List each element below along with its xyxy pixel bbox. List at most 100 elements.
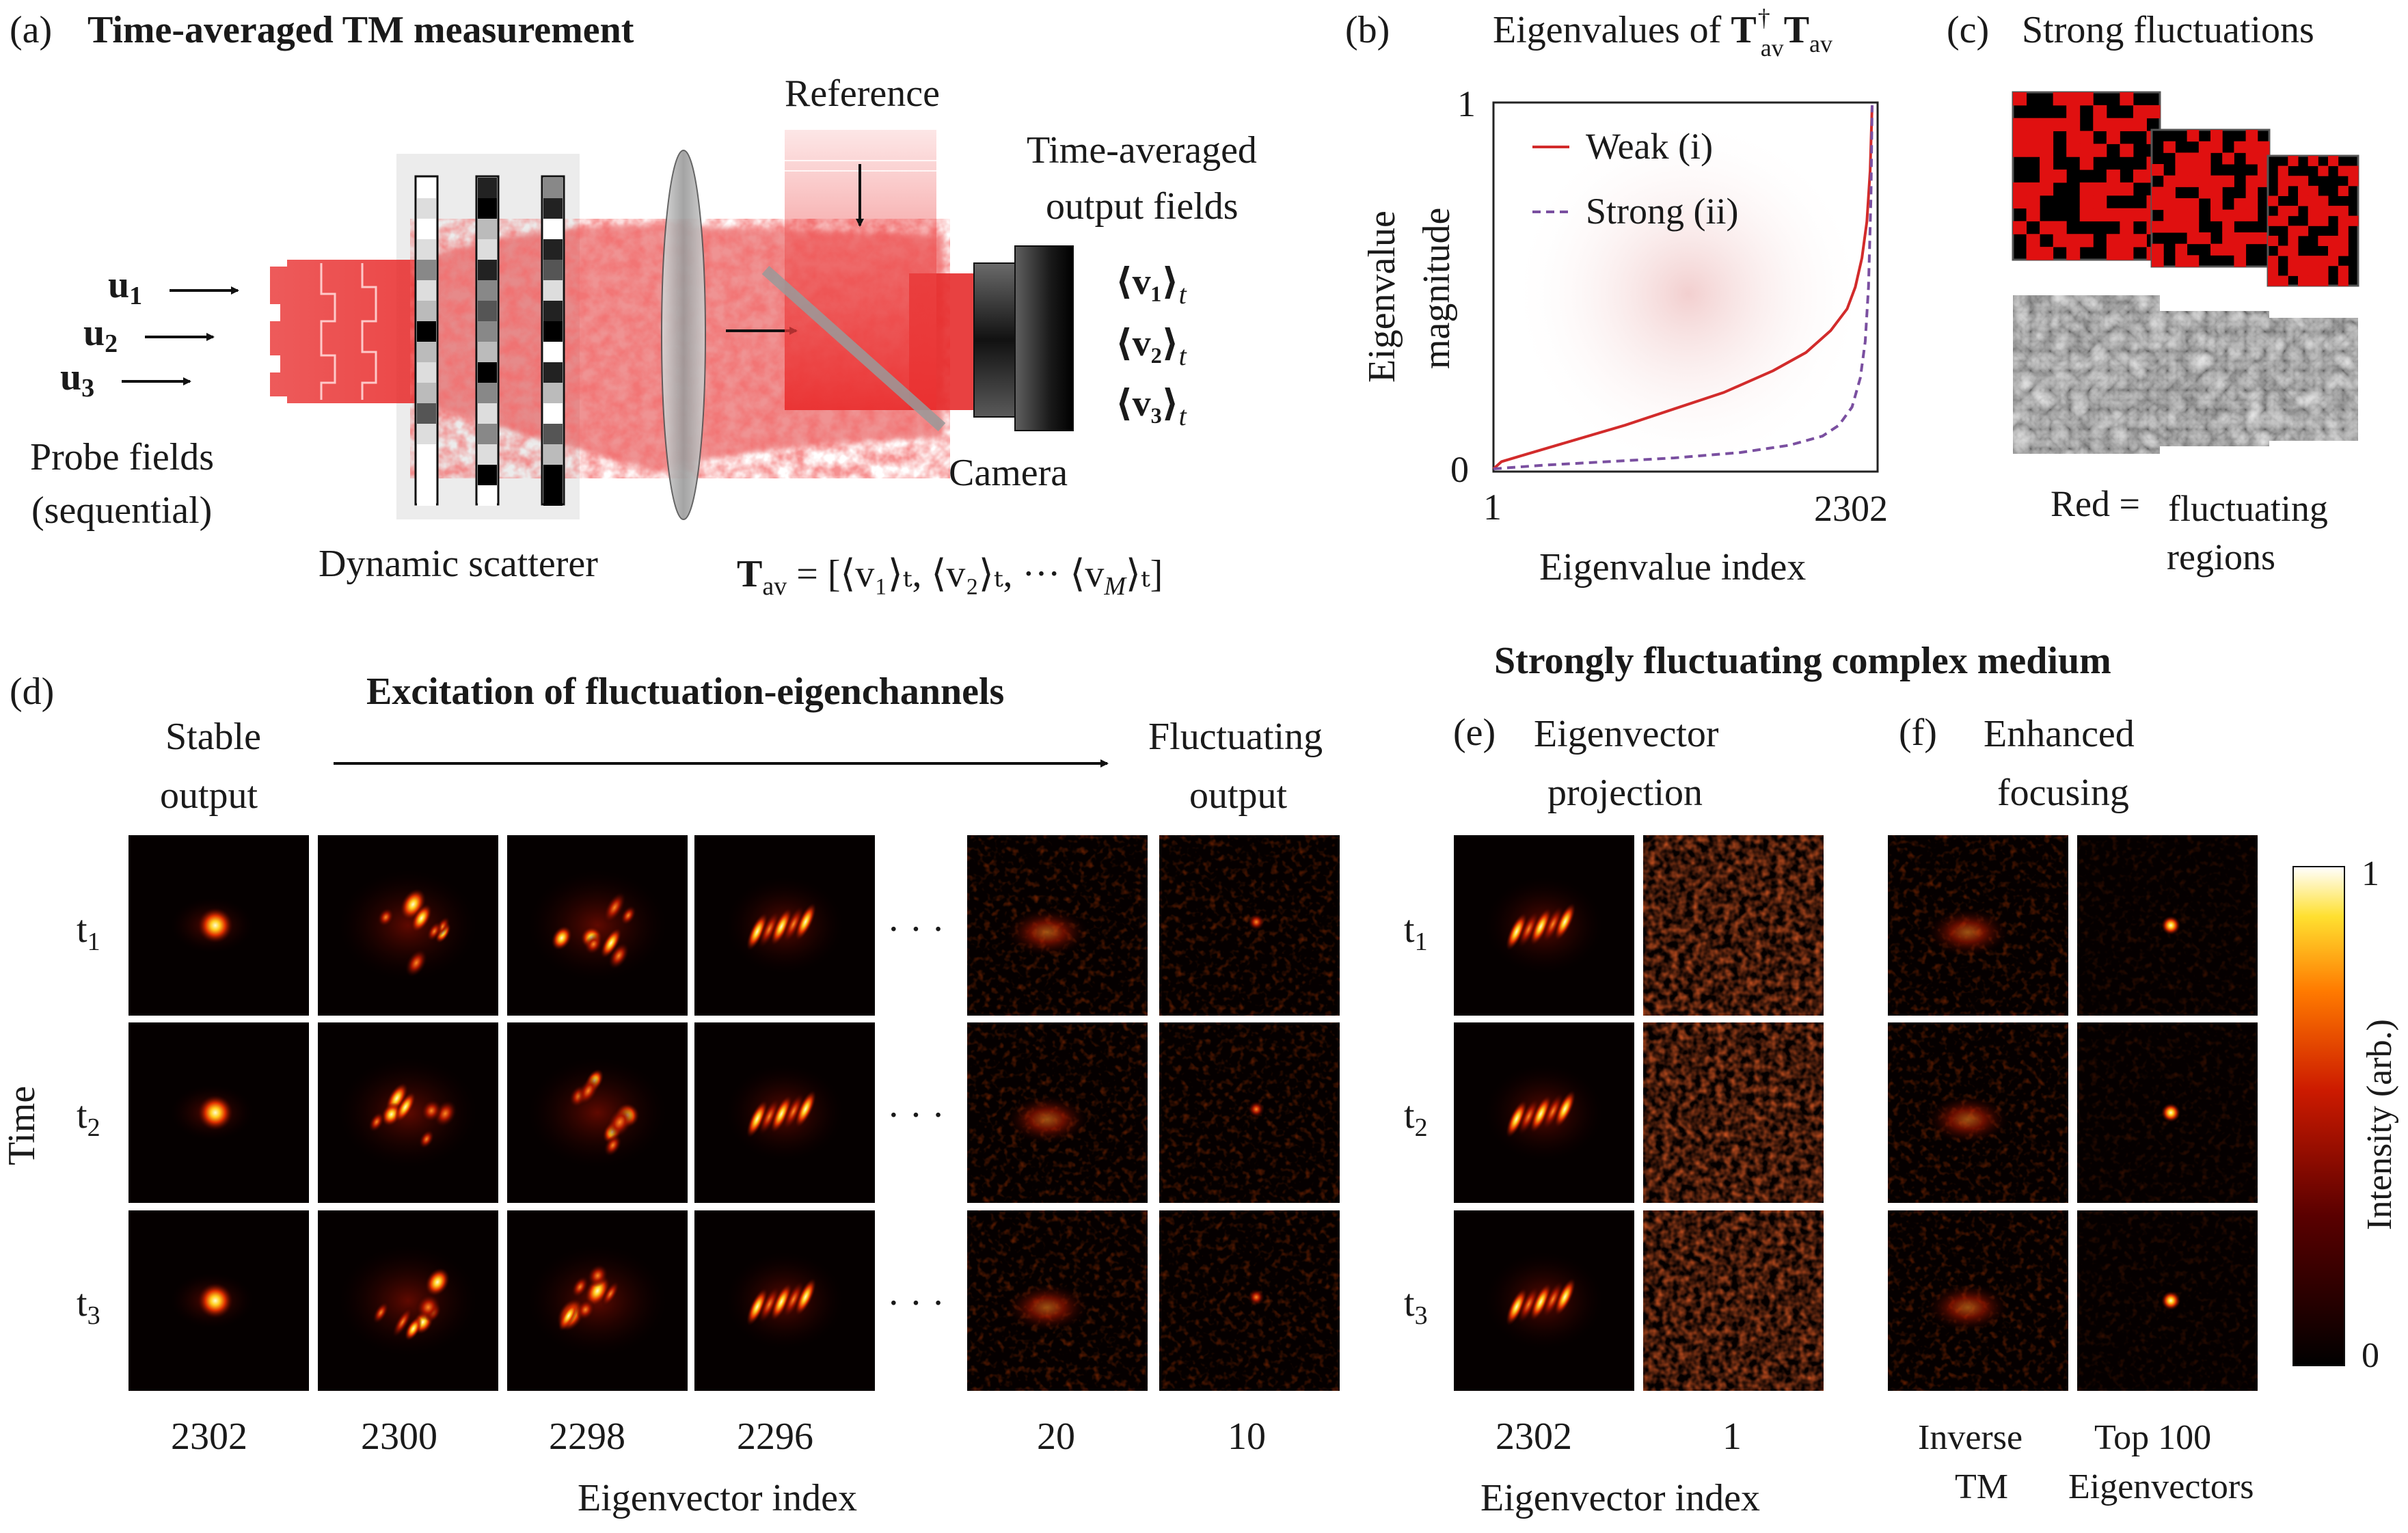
mask-cell [2198,141,2211,153]
mask-cell [2066,118,2081,132]
mask-cell [2026,118,2040,132]
probe-u2: u2 [83,312,118,358]
panel-b: (b) Eigenvalues of T† avTav 1 0 1 2302 Ei… [1345,4,1888,588]
mask-cell [2093,208,2107,221]
output-v1: ⟨v₁⟩t [1115,261,1187,310]
mask-cell [2187,232,2200,245]
mask-cell [2175,209,2188,221]
mask-cell [2133,169,2147,183]
mask-cell [2268,256,2279,267]
mask-cell [2234,243,2247,256]
stable-label-1: Stable [165,716,261,758]
phase-map-2 [2152,310,2271,448]
d-image-r1-c4 [694,835,875,1016]
mask-cell [2187,175,2200,187]
scatterer-cell [478,219,497,239]
mask-cell [2133,105,2147,119]
mask-cell [2308,195,2318,206]
mask-cell [2268,275,2279,286]
legend-strong-label: Strong (ii) [1586,191,1739,232]
chart-glow [1511,116,1866,472]
scatterer-cell [478,444,497,465]
d-image-r2-c5 [967,1022,1148,1203]
mask-cell [2338,185,2349,196]
mask-cell [2210,209,2223,221]
mask-cell [2152,164,2164,176]
mask-cell [2245,232,2258,245]
scatterer-cell [417,219,436,239]
mask-cell [2257,175,2270,187]
mask-cell [2066,131,2081,144]
mask-cell [2152,198,2164,211]
mask-cell [2198,232,2211,245]
d-index-20: 20 [1037,1415,1075,1458]
mask-cell [2106,182,2120,196]
mask-cell [2222,232,2234,245]
mask-cell [2328,256,2339,267]
mask-cell [2277,215,2288,226]
mask-cell [2053,169,2067,183]
mask-cell [2210,243,2223,256]
mask-cell [2120,234,2134,247]
scatterer-cell [543,362,563,383]
mask-cell [2040,247,2054,260]
tav-equation: Tav = [⟨v₁⟩ₜ, ⟨v₂⟩ₜ, ··· ⟨vM⟩ₜ] [737,553,1163,601]
scatterer-cell [478,239,497,260]
scatterer-cell [417,198,436,219]
mask-cell [2245,187,2258,199]
scatterer-cell [543,178,563,198]
mask-cell [2120,92,2134,106]
mask-cell [2040,157,2054,170]
mask-cell [2026,131,2040,144]
mask-cell [2106,169,2120,183]
dots-row-1: · · · [887,908,945,951]
scatterer-cell [417,383,436,403]
e-image-r1-c1 [1454,835,1634,1016]
e-image-r2-c1 [1454,1022,1634,1203]
mask-cell [2338,226,2349,236]
mask-cell [2328,245,2339,256]
mask-cell [2222,152,2234,165]
scatterer-cell [478,403,497,424]
f-title-2: focusing [1997,772,2129,814]
f-col1-label-1: Inverse [1918,1418,2023,1457]
colorbar-min: 0 [2362,1336,2379,1375]
mask-cell [2187,164,2200,176]
mask-cell [2288,235,2299,247]
d-time-t1: t1 [77,908,100,956]
mask-cell [2106,131,2120,144]
d-image-r3-c1 [128,1210,309,1391]
fluctuation-masks [2012,91,2359,287]
scatterer-cell [543,424,563,444]
mask-cell [2013,144,2027,157]
e-image-r3-c1 [1454,1210,1634,1391]
mask-cell [2338,235,2349,247]
mask-cell [2079,144,2094,157]
scatterer-cell [543,280,563,301]
d-image-r3-c2 [318,1210,498,1391]
scatterer-cell [478,280,497,301]
output-v3: ⟨v₃⟩t [1115,383,1187,431]
mask-cell [2053,234,2067,247]
probe-fields-label: Probe fields [30,436,214,478]
scatterer-cell [478,342,497,362]
f-image-r2-c2 [2077,1022,2258,1203]
mask-cell [2234,198,2247,211]
scatterer-cell [543,444,563,465]
panel-a-title: Time-averaged TM measurement [87,9,634,51]
f-col1-label-2: TM [1955,1467,2008,1506]
scatterer-cell [478,465,497,485]
mask-cell [2120,182,2134,196]
mask-cell [2053,221,2067,234]
mask-cell [2268,265,2279,276]
mask-cell [2257,232,2270,245]
f-image-r1-c2 [2077,835,2258,1016]
mask-cell [2308,185,2318,196]
mask-cell [2234,209,2247,221]
mask-cell [2079,182,2094,196]
mask-cell [2298,195,2309,206]
mask-cell [2040,118,2054,132]
mask-cell [2120,118,2134,132]
mask-cell [2308,275,2318,286]
mask-cell [2163,209,2176,221]
